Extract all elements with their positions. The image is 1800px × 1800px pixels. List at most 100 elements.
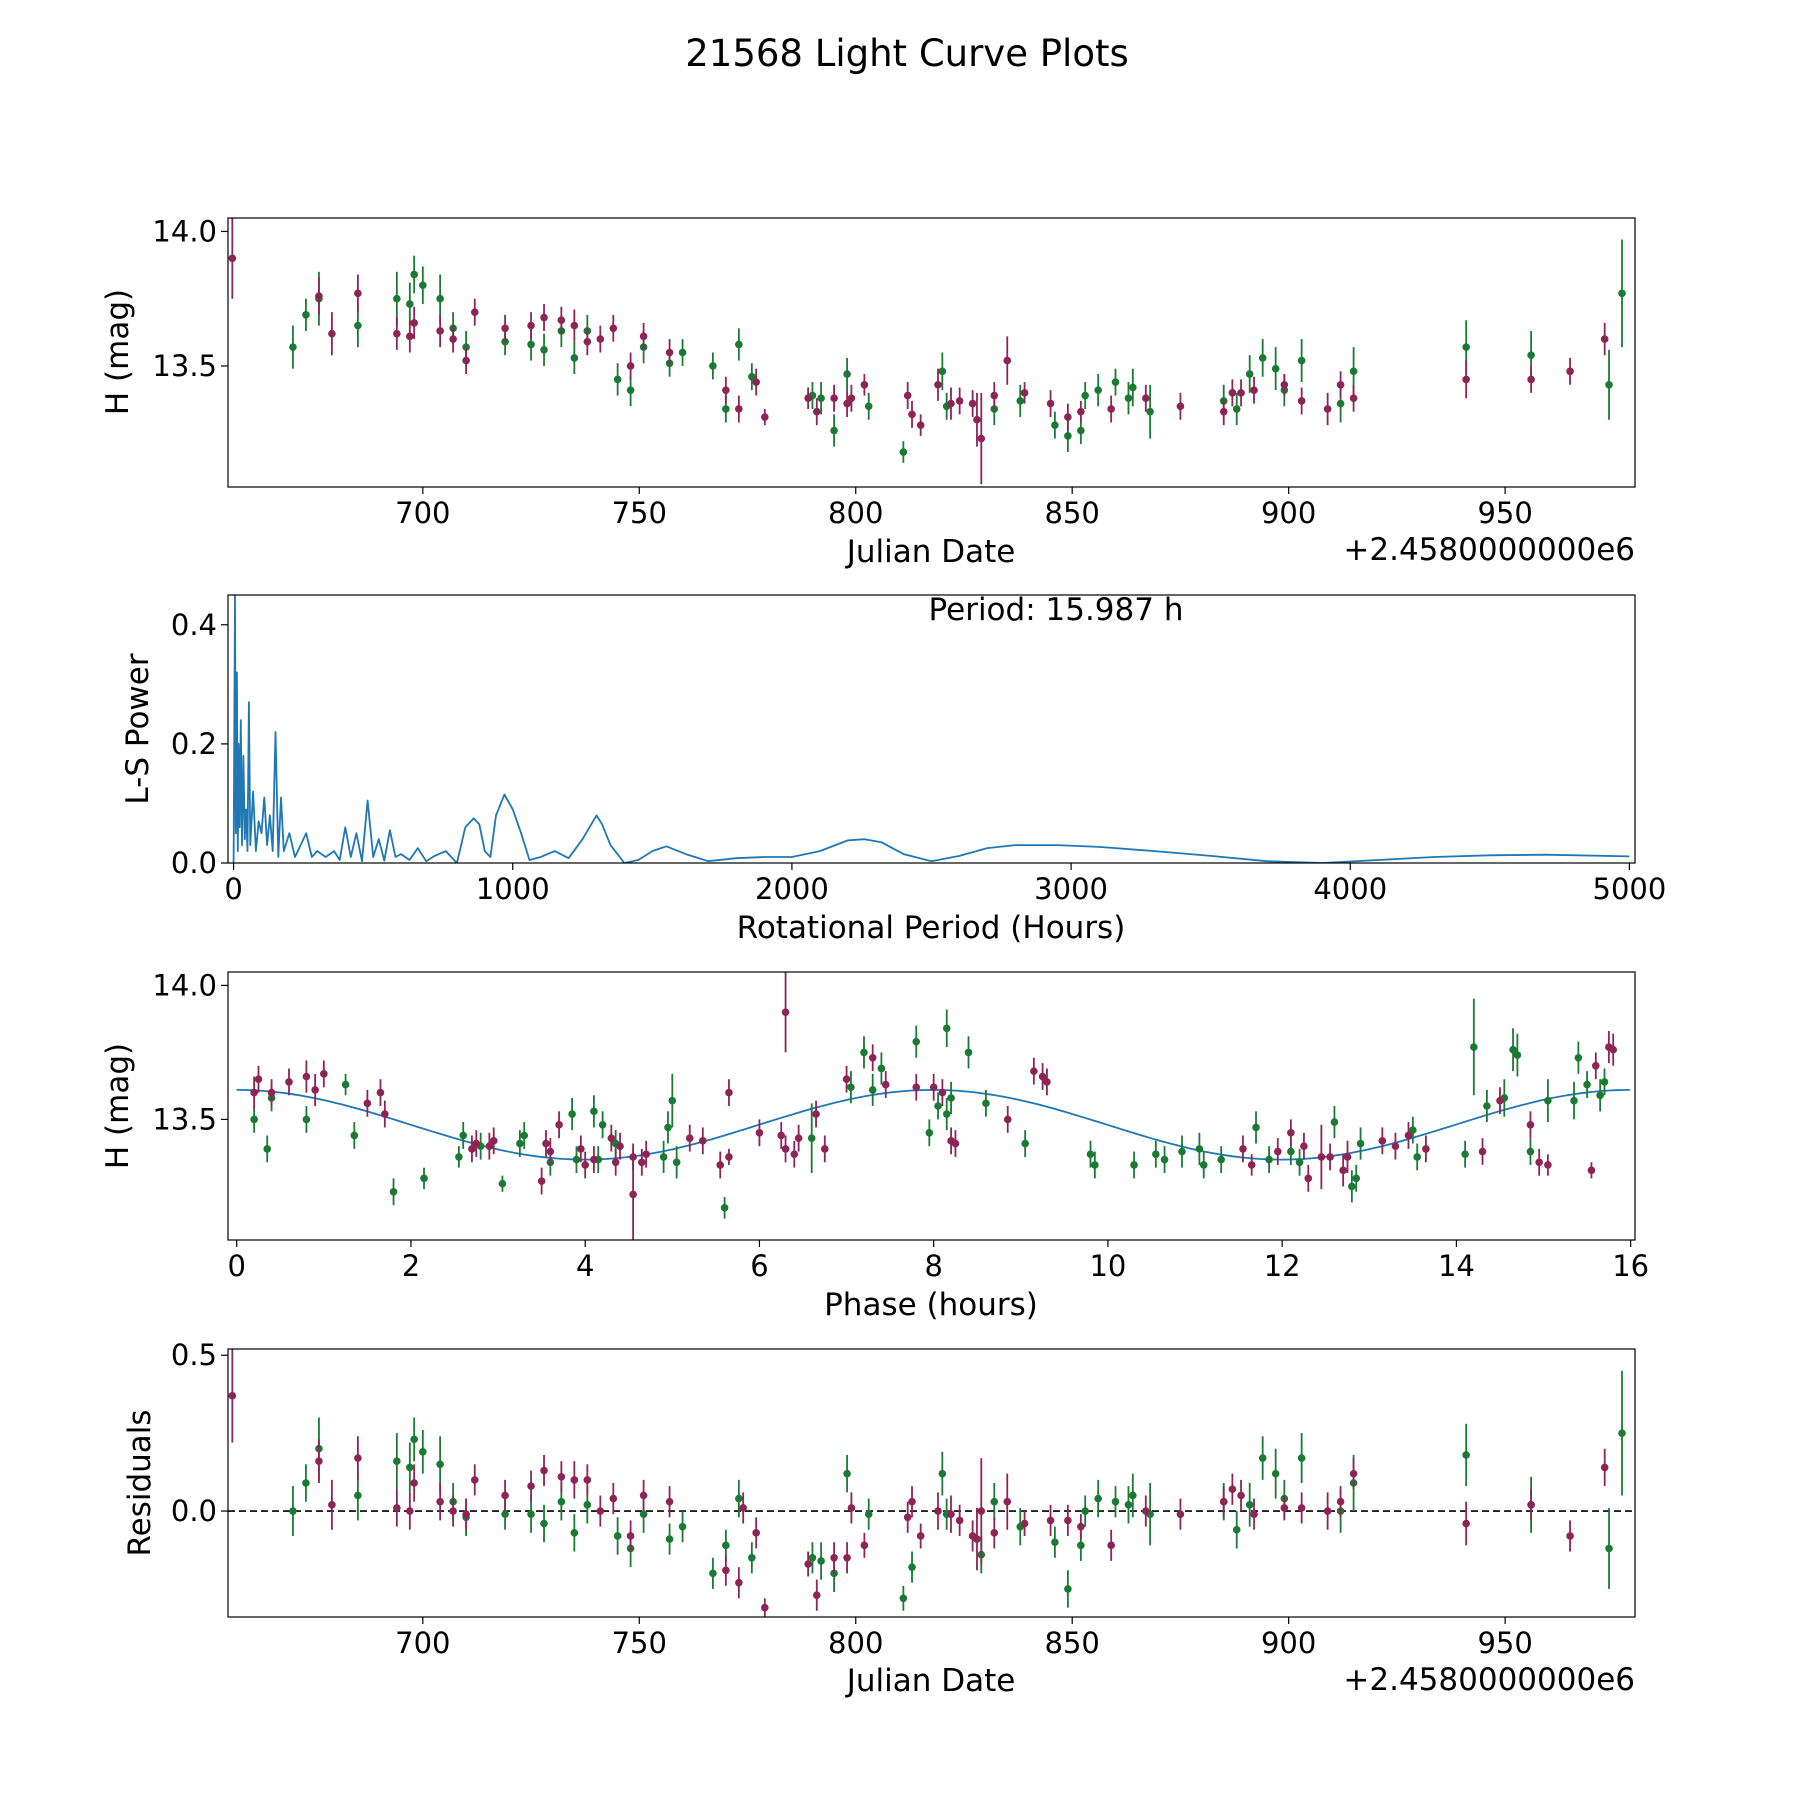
residuals-point-1-42 (990, 1529, 999, 1537)
residuals-point-0-22 (709, 1569, 717, 1578)
lightcurve-point-1-5 (406, 332, 414, 341)
lightcurve-point-1-22 (722, 386, 730, 394)
phased-point-1-13 (489, 1137, 498, 1145)
phased-xlabel: Phase (hours) (824, 1287, 1038, 1323)
periodogram-series-line-0 (232, 595, 1630, 863)
phased-point-1-50 (1030, 1067, 1038, 1075)
phased-point-1-58 (1304, 1174, 1313, 1183)
lightcurve-point-0-54 (1462, 343, 1470, 351)
phased-xtick-label-3: 6 (750, 1249, 768, 1283)
phased-xtick-label-8: 16 (1612, 1249, 1649, 1283)
phased-point-1-5 (311, 1086, 319, 1094)
phased-point-1-21 (607, 1134, 616, 1142)
lightcurve-point-1-47 (1107, 405, 1115, 413)
residuals-point-0-16 (583, 1501, 592, 1509)
residuals-ticks: 700 750 800 850 900 950 0.0 0.5 (171, 1338, 1533, 1660)
phased-point-1-38 (781, 1008, 790, 1016)
lightcurve-point-0-37 (1064, 432, 1072, 440)
lightcurve-point-1-2 (328, 329, 336, 338)
residuals-point-0-14 (557, 1497, 566, 1506)
residuals-point-1-41 (977, 1507, 986, 1515)
residuals-point-1-31 (847, 1504, 856, 1512)
phased-point-1-4 (302, 1072, 311, 1081)
residuals-point-1-35 (916, 1532, 925, 1540)
lightcurve-point-0-4 (393, 294, 401, 303)
lightcurve-point-0-56 (1605, 380, 1613, 389)
phased-xtick-label-6: 12 (1264, 1249, 1301, 1283)
residuals-point-0-4 (393, 1457, 401, 1465)
residuals-point-0-40 (1077, 1541, 1085, 1550)
residuals-point-1-3 (354, 1454, 362, 1462)
residuals-point-0-39 (1064, 1585, 1072, 1593)
periodogram-xtick-label-5: 5000 (1593, 872, 1667, 906)
phased-ytick-label-0: 13.5 (152, 1102, 217, 1136)
phased-point-0-24 (672, 1158, 681, 1167)
residuals-point-1-48 (1107, 1541, 1115, 1550)
residuals-offset-text: +2.4580000000e6 (1343, 1662, 1635, 1698)
phased-point-0-7 (420, 1174, 428, 1183)
residuals-point-1-5 (406, 1507, 414, 1515)
phased-plot-area (236, 972, 1630, 1240)
lightcurve-point-1-0 (228, 254, 237, 263)
lightcurve-point-0-31 (899, 448, 908, 456)
phased-point-1-40 (820, 1145, 829, 1153)
lightcurve-point-1-21 (665, 348, 674, 357)
residuals-point-1-22 (722, 1566, 730, 1575)
phased-point-0-28 (860, 1048, 868, 1057)
residuals-point-1-33 (903, 1513, 912, 1522)
residuals-point-1-36 (934, 1507, 942, 1515)
periodogram-ytick-label-0: 0.0 (171, 846, 217, 880)
lightcurve-point-0-52 (1336, 399, 1345, 408)
phased-point-1-55 (1274, 1147, 1282, 1156)
lightcurve-point-1-60 (1527, 375, 1535, 384)
phased-point-1-59 (1317, 1153, 1326, 1161)
phased-point-1-1 (254, 1075, 263, 1083)
residuals-xlabel: Julian Date (845, 1663, 1016, 1699)
phased-point-0-49 (1252, 1123, 1260, 1132)
phased-point-0-8 (455, 1153, 463, 1161)
lightcurve-point-1-59 (1462, 375, 1470, 384)
lightcurve-point-0-35 (1016, 397, 1025, 405)
lightcurve-plot-area (228, 218, 1626, 485)
lightcurve-offset-text: +2.4580000000e6 (1343, 532, 1635, 568)
phased-point-1-19 (581, 1161, 589, 1169)
residuals-xtick-label-0: 700 (395, 1626, 450, 1660)
phased-point-1-14 (537, 1177, 546, 1185)
residuals-point-0-49 (1245, 1501, 1254, 1509)
phased-point-1-52 (1043, 1078, 1051, 1086)
residuals-point-1-21 (665, 1497, 674, 1506)
phased-xtick-label-2: 4 (576, 1249, 594, 1283)
phased-point-1-49 (1003, 1115, 1012, 1124)
lightcurve-point-1-30 (847, 394, 856, 403)
phased-point-0-30 (877, 1064, 886, 1073)
phased-ytick-label-1: 14.0 (152, 968, 217, 1002)
phased-point-0-6 (389, 1187, 398, 1196)
lightcurve-ticks: 700 750 800 850 900 950 13.5 14.0 (152, 214, 1532, 530)
phased-point-0-41 (1091, 1161, 1099, 1169)
residuals-point-1-45 (1046, 1516, 1055, 1525)
lightcurve-point-1-58 (1349, 394, 1358, 403)
phased-point-1-27 (629, 1190, 637, 1199)
residuals-point-0-23 (722, 1541, 730, 1550)
residuals-point-0-20 (665, 1535, 674, 1543)
lightcurve-point-0-55 (1527, 351, 1535, 359)
phased-point-1-48 (951, 1139, 960, 1148)
periodogram-axes-frame (227, 594, 1636, 864)
phased-point-1-71 (1544, 1161, 1552, 1169)
residuals-xtick-label-5: 950 (1477, 1626, 1532, 1660)
lightcurve-point-0-57 (1618, 289, 1626, 298)
phased-point-0-36 (947, 1094, 955, 1102)
phased-point-0-40 (1086, 1150, 1095, 1159)
residuals-point-1-25 (752, 1529, 760, 1537)
phased-point-1-23 (616, 1142, 624, 1150)
residuals-point-1-60 (1462, 1519, 1470, 1528)
phased-point-1-45 (929, 1083, 938, 1092)
phased-point-1-65 (1404, 1131, 1413, 1140)
residuals-point-1-1 (315, 1457, 323, 1465)
phased-point-1-67 (1478, 1147, 1487, 1156)
phased-point-1-61 (1339, 1166, 1347, 1175)
lightcurve-point-0-21 (678, 348, 687, 357)
residuals-point-0-13 (540, 1519, 548, 1528)
phased-point-1-6 (320, 1070, 328, 1078)
lightcurve-xtick-label-4: 900 (1261, 496, 1316, 530)
